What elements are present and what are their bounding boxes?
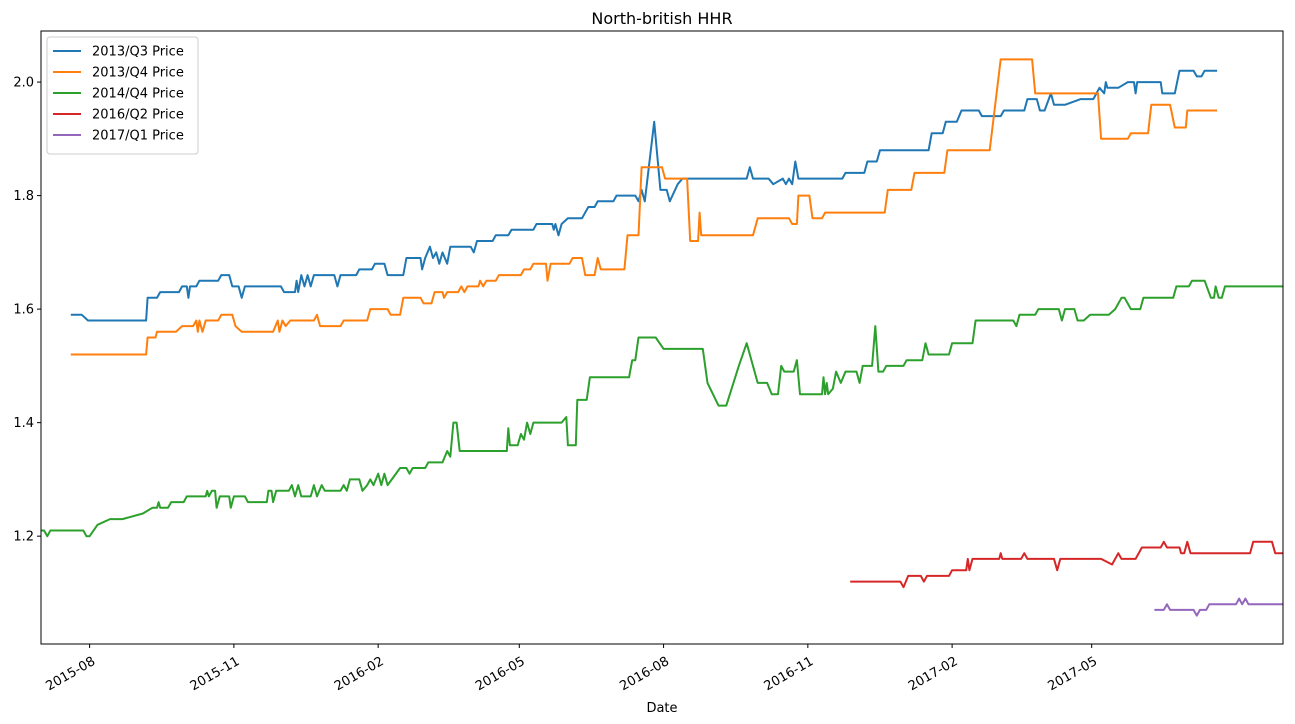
legend-box [46,36,199,155]
legend-label: 2017/Q1 Price [92,129,184,144]
series-line-1 [70,58,1218,356]
y-tick-label: 1.2 [13,530,34,545]
series-line-3 [850,540,1283,589]
chart-title: North-british HHR [591,9,732,28]
y-tick-label: 1.8 [13,189,34,204]
series-line-0 [70,69,1218,322]
legend-label: 2013/Q3 Price [92,45,184,60]
y-tick-label: 2.0 [13,76,34,91]
series-layer [41,58,1283,617]
y-tick-label: 1.4 [13,416,34,431]
y-tick-label: 1.6 [13,303,34,318]
series-line-2 [41,279,1283,538]
legend: 2013/Q3 Price 2013/Q4 Price 2014/Q4 Price 2… [46,36,199,155]
series-line-4 [1154,597,1283,617]
plot-frame [40,30,1284,645]
legend-label: 2013/Q4 Price [92,66,184,81]
legend-label: 2016/Q2 Price [92,108,184,123]
y-axis: 1.2 1.4 1.6 1.8 2.0 [13,76,41,545]
legend-label: 2014/Q4 Price [92,87,184,102]
x-axis-label: Date [646,701,677,716]
